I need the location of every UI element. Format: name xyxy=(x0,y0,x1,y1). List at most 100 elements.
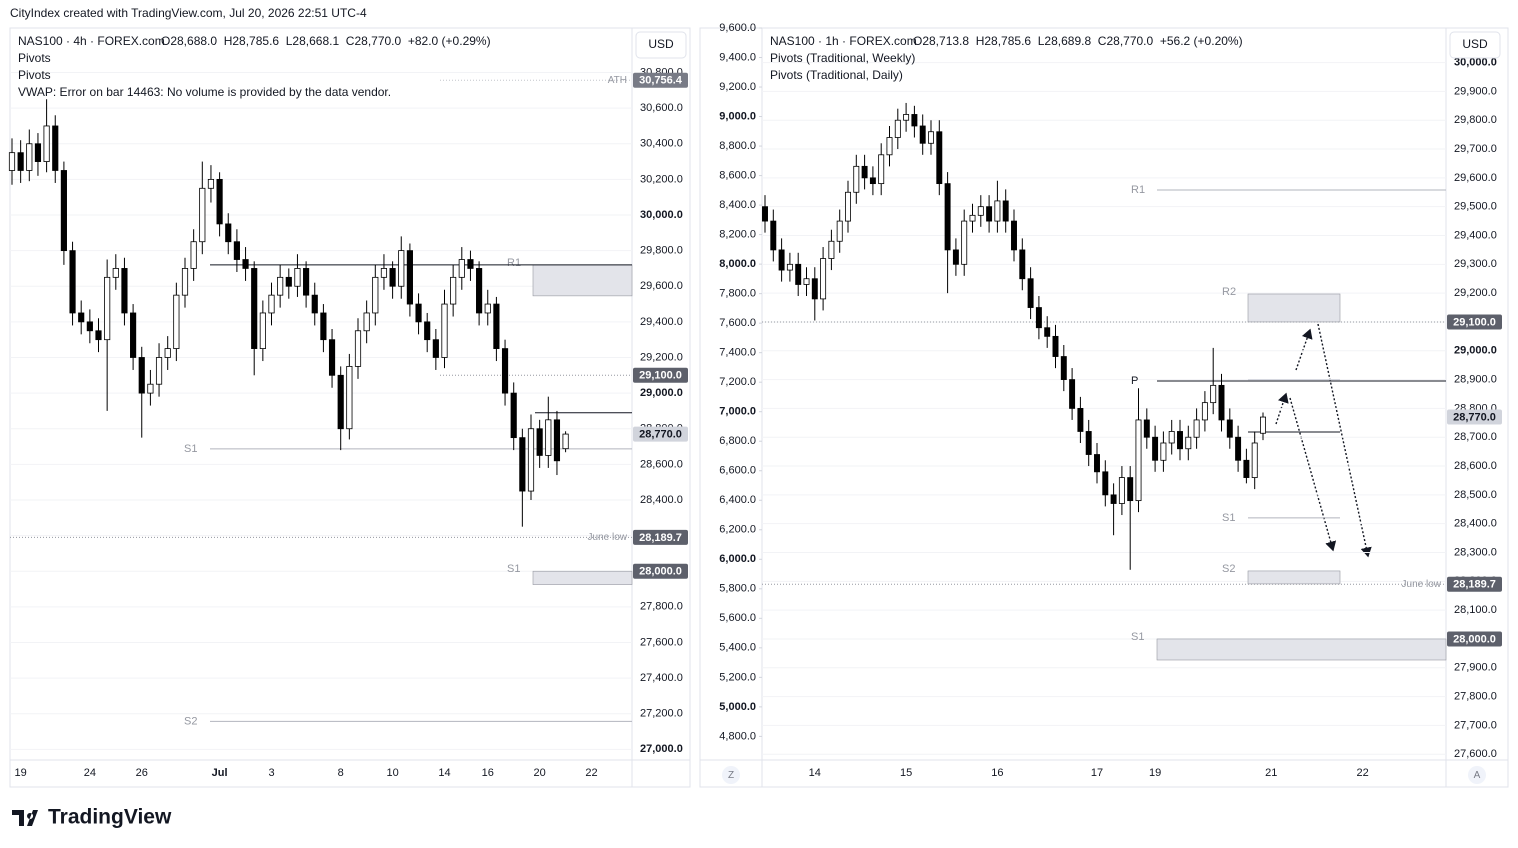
candle-body xyxy=(1094,454,1100,473)
candle-body xyxy=(919,125,926,144)
y2-tick-label: 5,800.0 xyxy=(719,583,756,595)
x-tick-label: 15 xyxy=(900,767,912,779)
candle-body xyxy=(181,268,189,296)
brand-logo: TradingView xyxy=(12,806,172,829)
candle-body xyxy=(795,263,802,285)
candle-body xyxy=(803,278,810,285)
candle-body xyxy=(1127,477,1134,502)
candle-body xyxy=(811,278,818,300)
candle-body xyxy=(104,276,111,341)
candle-body xyxy=(501,348,509,394)
price-tag-note: ATH xyxy=(608,75,627,86)
candle-body xyxy=(389,268,396,287)
candle-body xyxy=(1143,419,1150,438)
zone-label: R1 xyxy=(507,257,521,269)
candle-body xyxy=(510,392,517,439)
candle-body xyxy=(17,152,24,171)
candle-body xyxy=(242,259,249,269)
candle-body xyxy=(1160,442,1167,461)
x-tick-label: 22 xyxy=(1356,767,1368,779)
candle-body xyxy=(493,303,500,349)
candle-body xyxy=(1251,442,1258,478)
candle-body xyxy=(294,268,301,287)
scale-button-label[interactable]: Z xyxy=(728,770,734,781)
y2-tick-label: 7,200.0 xyxy=(719,376,756,388)
y-tick-label: 28,700.0 xyxy=(1454,431,1497,443)
candle-body xyxy=(164,348,171,358)
y-tick-label: 29,000.0 xyxy=(640,387,683,399)
price-tag-label: 28,000.0 xyxy=(1453,633,1496,645)
legend-quote: O28,713.8 H28,785.6 L28,689.8 C28,770.0 … xyxy=(913,34,1243,48)
candle-body xyxy=(536,428,543,456)
y-tick-label: 29,400.0 xyxy=(1454,229,1497,241)
y-tick-label: 28,300.0 xyxy=(1454,546,1497,558)
candle-body xyxy=(1002,200,1009,222)
pivot-zone xyxy=(532,264,633,297)
candle-body xyxy=(1218,384,1225,421)
y-tick-label: 29,800.0 xyxy=(1454,114,1497,126)
y-tick-label: 28,100.0 xyxy=(1454,604,1497,616)
candle-body xyxy=(95,330,102,341)
candle-body xyxy=(233,241,240,260)
y-tick-label: 29,400.0 xyxy=(640,316,683,328)
y-tick-label: 30,000.0 xyxy=(1454,56,1497,68)
y-tick-label: 27,200.0 xyxy=(640,708,683,720)
x-tick-label: 14 xyxy=(438,767,450,779)
candle-body xyxy=(155,357,163,385)
y-tick-label: 29,200.0 xyxy=(1454,287,1497,299)
price-tag xyxy=(1447,631,1502,647)
y2-tick-label: 5,600.0 xyxy=(719,612,756,624)
currency-label[interactable]: USD xyxy=(1462,37,1488,51)
candle-body xyxy=(346,365,353,430)
candle-body xyxy=(112,268,119,278)
scale-button[interactable] xyxy=(1468,766,1486,784)
scale-button-label[interactable]: A xyxy=(1474,770,1481,781)
currency-button[interactable] xyxy=(635,31,687,59)
price-tag-label: 28,770.0 xyxy=(639,428,682,440)
y-tick-label: 27,800.0 xyxy=(640,601,683,613)
legend-indicator: Pivots (Traditional, Daily) xyxy=(770,68,903,82)
candle-body xyxy=(138,357,145,394)
candle-body xyxy=(251,268,258,349)
candle-body xyxy=(969,214,976,222)
y2-tick-label: 8,200.0 xyxy=(719,229,756,241)
y2-tick-label: 7,000.0 xyxy=(719,406,756,418)
y-tick-label: 30,600.0 xyxy=(640,102,683,114)
candle-body xyxy=(34,143,42,162)
level-label: S1 xyxy=(184,443,197,455)
candle-body xyxy=(1019,249,1026,280)
currency-button[interactable] xyxy=(1449,31,1501,59)
arrow xyxy=(1317,323,1372,558)
y-tick-label: 27,600.0 xyxy=(1454,748,1497,760)
candle-body xyxy=(121,268,128,314)
candle-body xyxy=(986,206,993,222)
x-tick-label: 24 xyxy=(84,767,96,779)
candle-body xyxy=(1011,220,1017,251)
level-label: R1 xyxy=(1131,184,1145,196)
candle-body xyxy=(778,249,785,271)
candle-body xyxy=(207,178,215,189)
y-tick-label: 29,600.0 xyxy=(640,280,683,292)
y-tick-label: 30,200.0 xyxy=(640,173,683,185)
y-tick-label: 29,600.0 xyxy=(1454,172,1497,184)
candle-body xyxy=(1027,278,1034,308)
scale-button[interactable] xyxy=(722,766,740,784)
y2-tick-label: 7,600.0 xyxy=(719,317,756,329)
candle-body xyxy=(78,312,85,323)
legend-indicator: Pivots xyxy=(18,68,51,82)
candle-body xyxy=(1035,307,1042,329)
price-tag-label: 28,189.7 xyxy=(639,532,682,544)
y2-tick-label: 7,400.0 xyxy=(719,347,756,359)
candle-body xyxy=(363,312,370,332)
y-tick-label: 28,400.0 xyxy=(1454,518,1497,530)
price-tag-label: 29,100.0 xyxy=(1453,316,1496,328)
candle-body xyxy=(770,220,777,251)
currency-label[interactable]: USD xyxy=(648,37,674,51)
candle-body xyxy=(268,294,275,314)
candle-body xyxy=(994,200,1001,222)
candle-body xyxy=(878,154,885,185)
y2-tick-label: 5,000.0 xyxy=(719,701,756,713)
candle-body xyxy=(1260,416,1266,434)
y2-tick-label: 6,200.0 xyxy=(719,524,756,536)
